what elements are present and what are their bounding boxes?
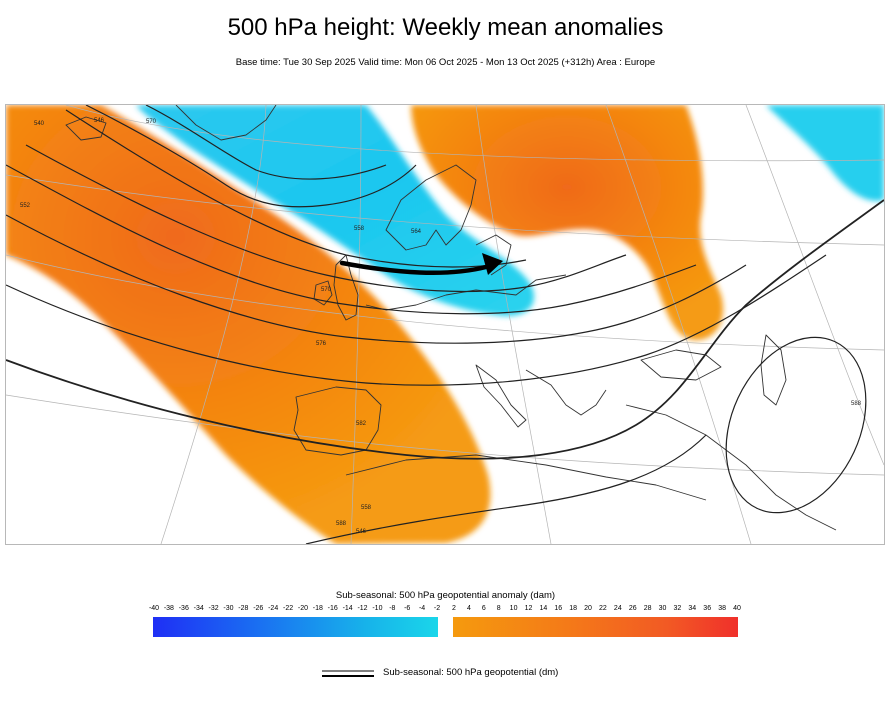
colorbar-tick-label: 40 [733, 605, 741, 612]
negative-anomaly-urals [766, 105, 884, 201]
scandinavia-coast [385, 164, 477, 251]
contour-bold-south [6, 199, 884, 460]
anomaly-shading [6, 105, 884, 544]
colorbar-tick-label: -30 [223, 605, 234, 612]
iceland-coast [65, 116, 107, 141]
balkans-coast [525, 369, 607, 416]
colorbar-tick-label: -36 [178, 605, 189, 612]
colorbar-tick-label: -2 [433, 605, 441, 612]
chart-subtitle: Base time: Tue 30 Sep 2025 Valid time: M… [235, 57, 656, 68]
colorbar-tick-label: 18 [569, 605, 578, 612]
colorbar-tick-label: 34 [688, 605, 697, 612]
contour-label: 576 [316, 341, 327, 347]
chart-title: 500 hPa height: Weekly mean anomalies [227, 14, 664, 41]
colorbar-tick-label: -14 [342, 605, 353, 612]
colorbar-tick-label: -40 [148, 605, 160, 612]
colorbar-tick-label: -28 [238, 605, 249, 612]
colorbar-tick-label: -4 [418, 605, 426, 612]
flow-arrow [339, 253, 503, 276]
contour-label: 558 [354, 226, 365, 232]
baltic-coast [475, 234, 512, 276]
colorbar-tick-label: -24 [268, 605, 279, 612]
colorbar-tick-label: -16 [327, 605, 338, 612]
colorbar-tick-label: -6 [404, 605, 411, 612]
colorbar-tick-label: 22 [599, 605, 607, 612]
colorbar-tick-label: 8 [496, 605, 501, 612]
negative-tick-labels: -40 -38 -36 -34 -32 -30 -28 -26 -24 -22 -20 -18 -16-… [0, 605, 891, 615]
colorbar-tick-label: -26 [253, 605, 264, 612]
contour-label: 588 [851, 401, 862, 407]
colorbar-tick-label: -12 [357, 605, 368, 612]
height-contours [6, 105, 884, 544]
middle-east-coast [625, 404, 837, 531]
colorbar-tick-label: -22 [282, 605, 294, 612]
colorbar-tick-label: 24 [613, 605, 622, 612]
colorbar-tick-label: 26 [628, 605, 637, 612]
contour-label: 570 [321, 287, 332, 293]
contour-label: 558 [361, 505, 372, 511]
colorbar-tick-label: 36 [703, 605, 712, 612]
positive-tick-labels: 2 4 6 8 10 12 14 16 18 20 22 24 26 28 30 32 34 36 38 40 [0, 605, 891, 615]
contour-label: 546 [94, 118, 105, 124]
positive-anomaly-russia [411, 105, 724, 340]
north-africa-coast [345, 454, 707, 501]
colorbar-tick-label: -8 [389, 605, 396, 612]
colorbar-tick-label: -10 [372, 605, 383, 612]
contour-label: 570 [146, 119, 157, 125]
colorbar-tick-label: 10 [509, 605, 518, 612]
black-sea-coast [640, 349, 722, 381]
colorbar-tick-label: 38 [718, 605, 726, 612]
positive-colorbar [453, 617, 738, 637]
colorbar-tick-label: -32 [208, 605, 219, 612]
colorbar-tick-label: -20 [297, 605, 308, 612]
colorbar-tick-label: -38 [163, 605, 174, 612]
negative-anomaly-scandinavia [136, 105, 535, 316]
contour-label: 540 [34, 121, 45, 127]
colorbar-tick-label: -18 [312, 605, 323, 612]
continental-coast [365, 274, 567, 311]
contour-line-legend-label: Sub-seasonal: 500 hPa geopotential (dm) [383, 667, 559, 678]
contour-label-group: 540 546 552 558 564 570 576 582 588 588 … [20, 118, 862, 535]
contour-label: 564 [411, 229, 422, 235]
caspian-coast [760, 334, 787, 406]
colorbar-tick-label: 14 [539, 605, 548, 612]
closed-high-contour [725, 336, 867, 514]
colorbar-tick-label: -34 [193, 605, 204, 612]
negative-colorbar [153, 617, 438, 637]
contour-label: 546 [356, 529, 367, 535]
greenland-coast [175, 105, 277, 141]
colorbar-tick-label: 12 [524, 605, 533, 612]
britain-coast [333, 254, 359, 321]
colorbar-tick-label: 32 [673, 605, 682, 612]
europe-map: 540 546 552 558 564 570 576 582 588 588 … [5, 104, 885, 545]
colorbar-tick-label: 16 [554, 605, 563, 612]
colorbar-tick-label: 2 [452, 605, 456, 612]
positive-anomaly-atlantic [6, 105, 491, 544]
contour-label: 552 [20, 203, 31, 209]
ireland-coast [313, 280, 333, 306]
contour-label: 588 [336, 521, 347, 527]
colorbar-tick-label: 30 [658, 605, 667, 612]
colorbar-tick-label: 28 [643, 605, 652, 612]
contour-line-legend-icon [322, 670, 374, 677]
colorbar-tick-label: 6 [481, 605, 486, 612]
italy-coast [475, 364, 527, 428]
colorbar-tick-label: 20 [584, 605, 592, 612]
contour-label: 582 [356, 421, 367, 427]
colorbar-tick-label: 4 [466, 605, 471, 612]
legend-title: Sub-seasonal: 500 hPa geopotential anoma… [335, 590, 556, 601]
